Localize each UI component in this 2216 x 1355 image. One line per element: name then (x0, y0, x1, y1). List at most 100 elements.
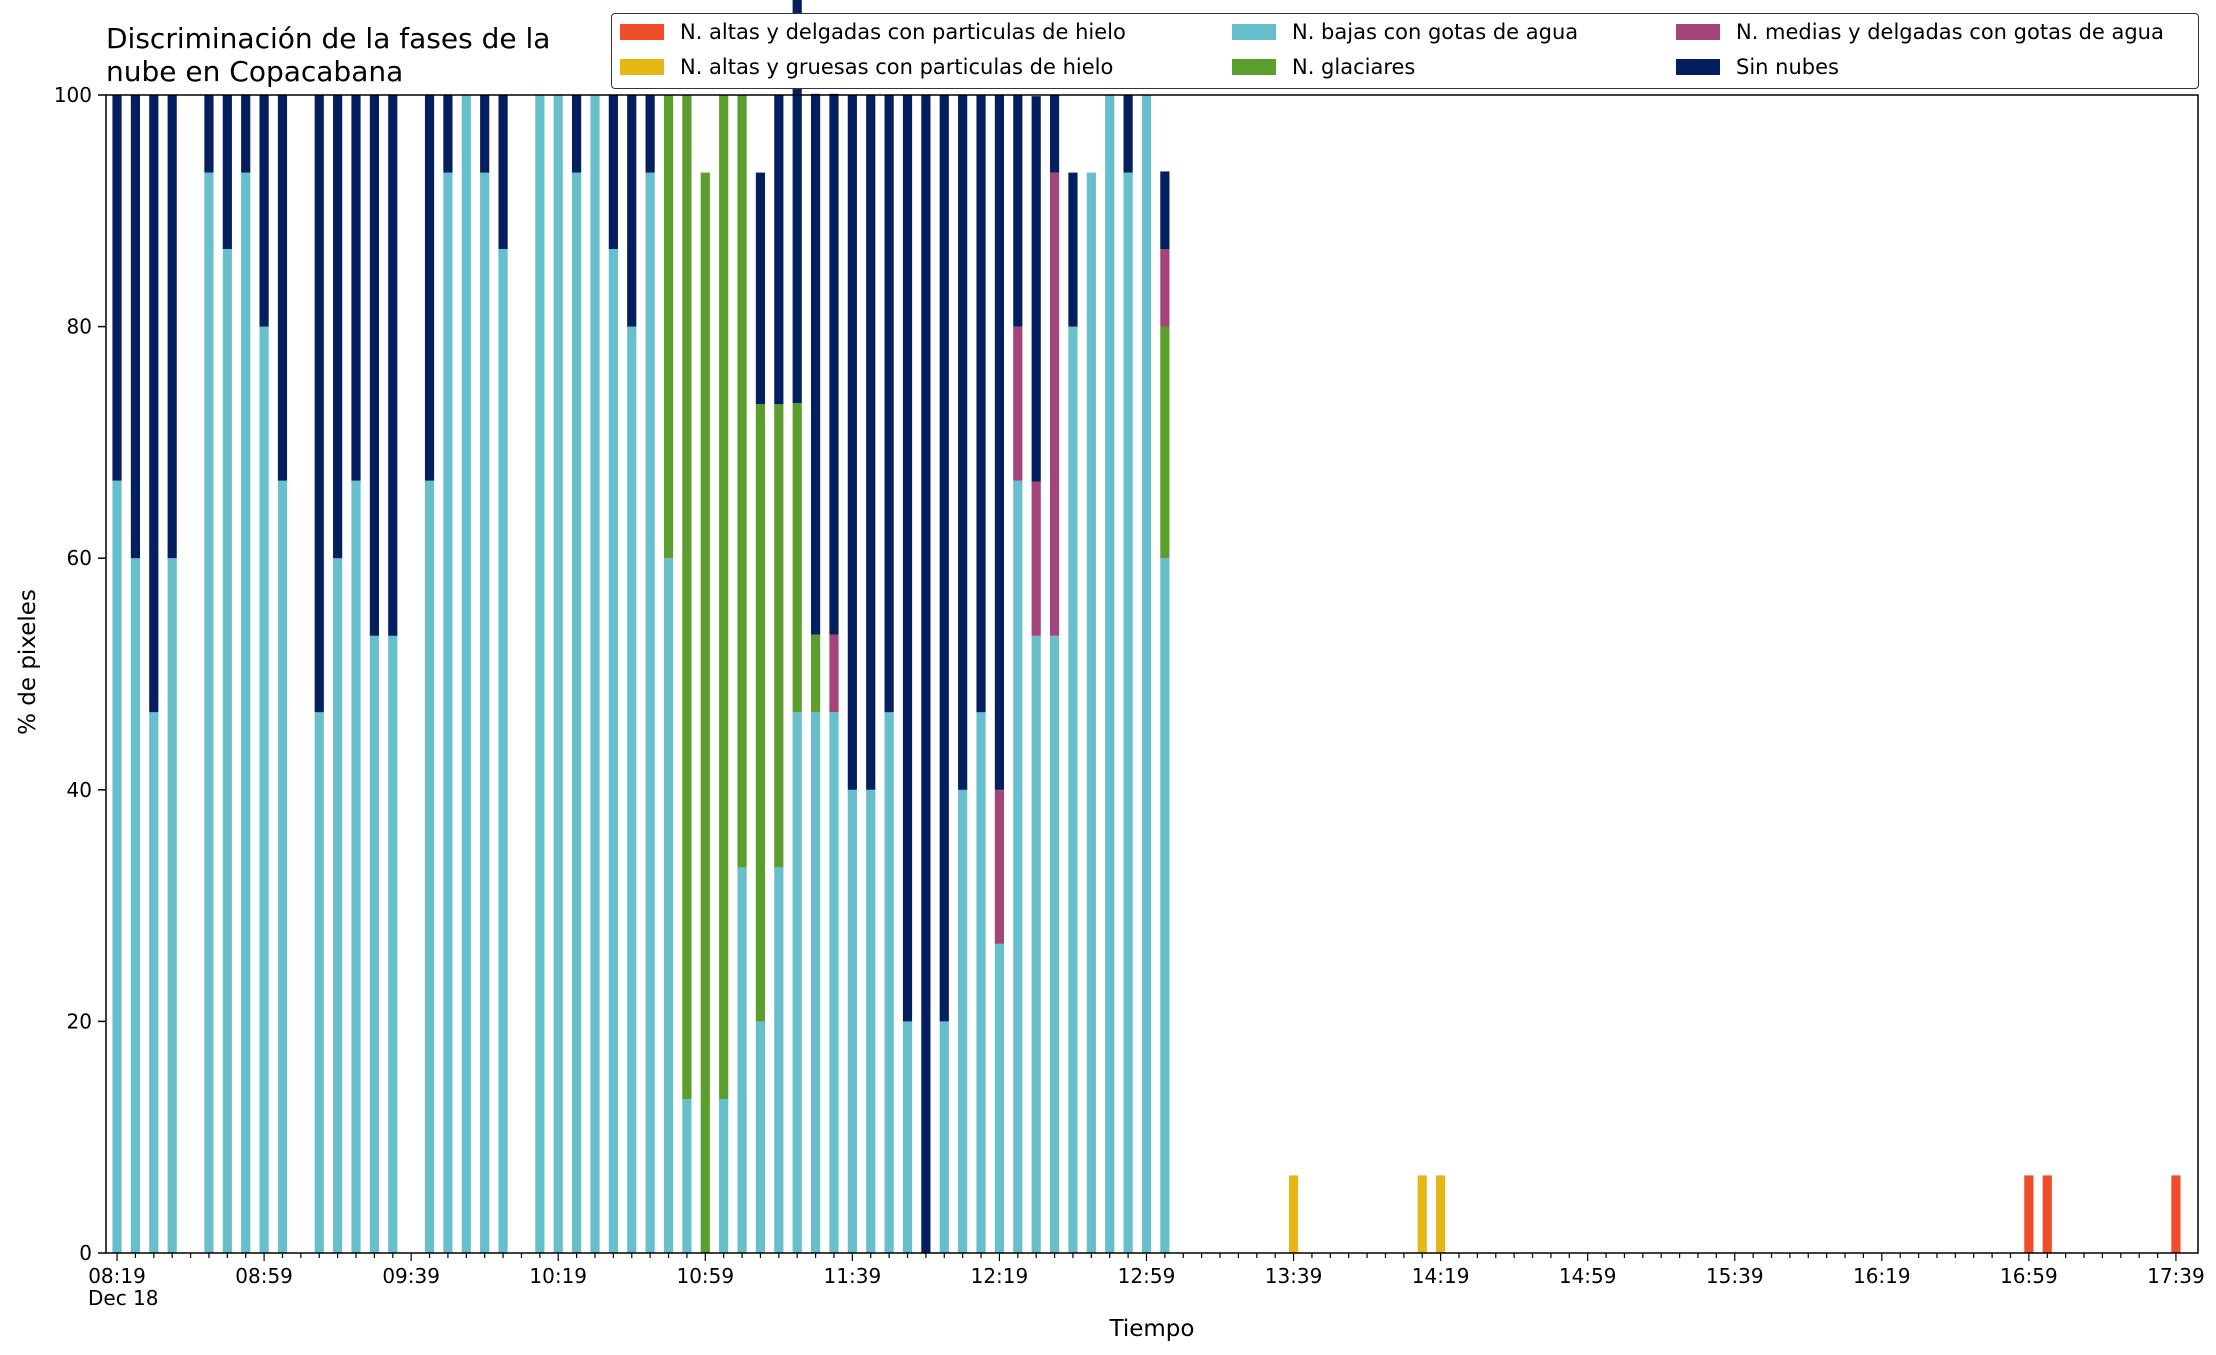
bar-segment-sin-nubes-1039 (627, 95, 637, 327)
bar-segment-sin-nubes-1144 (866, 95, 876, 790)
bar-segment-sin-nubes-1159 (921, 95, 931, 1253)
bar-segment-sin-nubes-0859 (259, 95, 269, 327)
bar-segment-sin-nubes-0849 (222, 95, 232, 250)
bar-segment-sin-nubes-1229 (1031, 96, 1041, 482)
bar-segment-n-altas-y-delgadas-con-particulas-de-hielo-1739 (2171, 1175, 2181, 1253)
bar-segment-sin-nubes-0959 (480, 95, 490, 173)
bar-segment-n-bajas-con-gotas-de-agua-1204 (939, 1021, 949, 1253)
x-tick-label: 14:19 (1412, 1264, 1470, 1288)
bar-segment-sin-nubes-0919 (333, 95, 343, 559)
legend-label: Sin nubes (1736, 55, 1839, 79)
bar-segment-n-altas-y-gruesas-con-particulas-de-hielo-1339 (1288, 1175, 1299, 1253)
bar-segment-n-bajas-con-gotas-de-agua-0904 (277, 480, 288, 1253)
bar-segment-n-glaciares-1104 (719, 95, 729, 1099)
bar-segment-sin-nubes-1124 (792, 0, 802, 404)
legend-label: N. bajas con gotas de agua (1292, 20, 1579, 44)
x-tick-label: 12:19 (971, 1264, 1029, 1288)
bar-segment-sin-nubes-0929 (369, 95, 379, 636)
x-tick-label: 10:59 (676, 1264, 734, 1288)
legend-item: N. bajas con gotas de agua (1232, 20, 1578, 44)
legend-label: N. glaciares (1292, 55, 1416, 79)
x-tick-label: 17:39 (2147, 1264, 2205, 1288)
bar-segment-sin-nubes-1044 (645, 95, 655, 173)
bar-segment-n-bajas-con-gotas-de-agua-0829 (149, 712, 159, 1253)
bar-segment-n-bajas-con-gotas-de-agua-1004 (498, 249, 508, 1253)
bar-segment-sin-nubes-0819 (112, 95, 122, 481)
bar-segment-n-altas-y-gruesas-con-particulas-de-hielo-1419 (1436, 1175, 1446, 1253)
bar-segment-sin-nubes-0824 (130, 95, 141, 559)
bar-segment-n-bajas-con-gotas-de-agua-1259 (1141, 95, 1152, 1253)
bar-segment-n-bajas-con-gotas-de-agua-0849 (222, 249, 232, 1253)
bar-segment-n-bajas-con-gotas-de-agua-0949 (443, 172, 453, 1254)
x-tick-label: 14:59 (1559, 1264, 1617, 1288)
bar-segment-n-bajas-con-gotas-de-agua-0859 (259, 326, 269, 1254)
bar-segment-n-glaciares-1114 (755, 404, 766, 1022)
bar-segment-n-glaciares-1129 (810, 634, 821, 713)
bar-segment-sin-nubes-1204 (939, 95, 949, 1022)
chart-title-line-2: nube en Copacabana (106, 55, 404, 88)
x-tick-label: 10:19 (529, 1264, 587, 1288)
bar-segment-n-medias-y-delgadas-con-gotas-de-agua-1229 (1031, 481, 1041, 636)
legend: N. altas y delgadas con particulas de hi… (611, 13, 2199, 89)
bar-segment-n-bajas-con-gotas-de-agua-1104 (719, 1098, 729, 1253)
bar-segment-sin-nubes-0854 (241, 95, 251, 173)
bar-segment-n-medias-y-delgadas-con-gotas-de-agua-1219 (994, 789, 1005, 944)
bar-segment-n-bajas-con-gotas-de-agua-0929 (369, 635, 379, 1253)
bar-segment-n-bajas-con-gotas-de-agua-1229 (1031, 635, 1041, 1253)
y-tick-label: 0 (79, 1241, 92, 1265)
bar-segment-n-bajas-con-gotas-de-agua-0914 (314, 712, 324, 1253)
bar-segment-sin-nubes-1254 (1123, 95, 1133, 173)
bar-segment-sin-nubes-0829 (149, 95, 159, 713)
bar-segment-sin-nubes-0844 (204, 95, 214, 173)
bar-segment-n-medias-y-delgadas-con-gotas-de-agua-1224 (1013, 326, 1023, 481)
bar-segment-n-glaciares-1049 (663, 95, 674, 559)
bar-segment-sin-nubes-1034 (608, 95, 618, 250)
bar-segment-n-bajas-con-gotas-de-agua-1214 (976, 712, 986, 1253)
bar-segment-n-bajas-con-gotas-de-agua-1014 (535, 95, 545, 1253)
bar-segment-n-bajas-con-gotas-de-agua-0844 (204, 172, 214, 1254)
x-tick-label: 16:19 (1853, 1264, 1911, 1288)
bar-segment-n-bajas-con-gotas-de-agua-0819 (112, 480, 122, 1253)
bar-segment-n-bajas-con-gotas-de-agua-1304 (1160, 558, 1170, 1253)
legend-label: N. altas y delgadas con particulas de hi… (680, 20, 1126, 44)
bar-segment-n-bajas-con-gotas-de-agua-1049 (663, 558, 674, 1253)
x-tick-label: 12:59 (1118, 1264, 1176, 1288)
bar-segment-n-bajas-con-gotas-de-agua-1249 (1105, 95, 1115, 1253)
bar-segment-sin-nubes-1139 (847, 95, 857, 790)
bar-segment-sin-nubes-1234 (1049, 95, 1060, 173)
legend-swatch (620, 59, 664, 75)
y-tick-label: 40 (67, 778, 92, 802)
y-axis-label: % de pixeles (15, 589, 41, 735)
legend-swatch (1676, 59, 1720, 75)
bar-segment-n-bajas-con-gotas-de-agua-0919 (333, 558, 343, 1253)
bars-layer (112, 0, 2181, 1254)
axes-layer: 0 20 40 60 80 100 08:19 08:59 09:39 10:19 10:59 11:… (54, 83, 2205, 1288)
bar-segment-sin-nubes-0949 (443, 95, 453, 173)
bar-segment-sin-nubes-1119 (774, 95, 784, 405)
bar-segment-n-glaciares-1119 (774, 404, 784, 868)
bar-segment-n-medias-y-delgadas-con-gotas-de-agua-1304 (1160, 249, 1170, 327)
legend-swatch (1676, 24, 1720, 40)
bar-segment-n-bajas-con-gotas-de-agua-1239 (1068, 326, 1078, 1254)
bar-segment-sin-nubes-1239 (1068, 172, 1078, 327)
bar-segment-sin-nubes-1114 (755, 172, 766, 405)
bar-segment-n-bajas-con-gotas-de-agua-0924 (351, 480, 361, 1253)
bar-segment-n-bajas-con-gotas-de-agua-0934 (388, 635, 398, 1253)
bar-segment-n-bajas-con-gotas-de-agua-0854 (241, 172, 251, 1254)
bar-segment-sin-nubes-1134 (829, 93, 839, 635)
x-tick-label: 13:39 (1265, 1264, 1323, 1288)
bar-segment-n-bajas-con-gotas-de-agua-0954 (461, 95, 471, 1253)
y-tick-label: 80 (67, 315, 92, 339)
bar-segment-n-bajas-con-gotas-de-agua-1219 (994, 943, 1005, 1253)
legend-item: N. altas y gruesas con particulas de hie… (620, 55, 1113, 79)
bar-segment-n-altas-y-delgadas-con-particulas-de-hielo-1659 (2024, 1175, 2034, 1253)
bar-segment-sin-nubes-0944 (424, 95, 435, 481)
bar-segment-n-bajas-con-gotas-de-agua-1024 (572, 172, 582, 1254)
plot-frame (105, 94, 2199, 1254)
bar-segment-sin-nubes-0904 (277, 95, 288, 481)
bar-segment-sin-nubes-1209 (958, 95, 968, 790)
bar-segment-n-altas-y-delgadas-con-particulas-de-hielo-1704 (2042, 1175, 2052, 1253)
bar-segment-sin-nubes-1224 (1013, 95, 1023, 327)
bar-segment-sin-nubes-1154 (902, 95, 913, 1022)
bar-segment-n-bajas-con-gotas-de-agua-1034 (608, 249, 618, 1253)
